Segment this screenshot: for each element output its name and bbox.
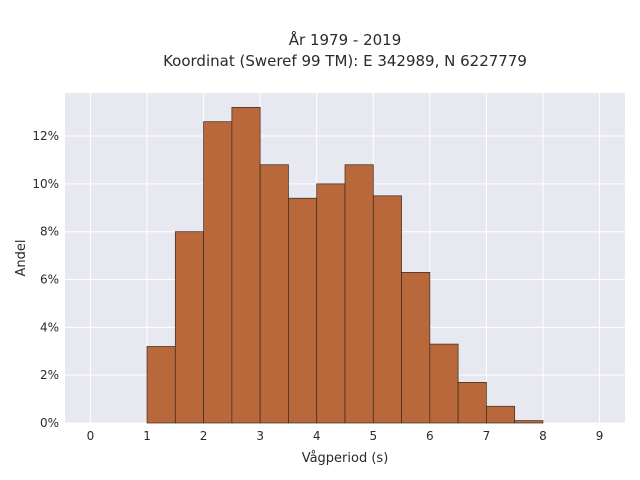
histogram-bar [316,183,346,424]
y-tick-label: 10% [32,177,59,191]
y-axis-ticks: 0% 2% 4% 6% 8% 10% 12% [32,129,59,430]
x-tick-label: 2 [200,429,208,443]
histogram-bar [457,381,487,424]
histogram-bar [429,343,459,424]
x-tick-label: 4 [313,429,321,443]
y-tick-label: 0% [40,416,59,430]
histogram-bar [259,164,289,424]
histogram-bar [401,271,431,424]
y-tick-label: 6% [40,273,59,287]
histogram-bar [203,121,233,424]
histogram-bar [344,164,374,424]
x-axis-ticks: 0 1 2 3 4 5 6 7 8 9 [87,429,604,443]
histogram-bar [146,346,176,424]
chart-title-line1: År 1979 - 2019 [289,30,402,49]
histogram-bar [372,195,402,424]
y-tick-label: 8% [40,225,59,239]
x-axis-title: Vågperiod (s) [302,451,389,466]
y-tick-label: 12% [32,129,59,143]
y-tick-label: 4% [40,320,59,334]
x-tick-label: 6 [426,429,434,443]
histogram-bar [486,405,516,424]
x-tick-label: 9 [596,429,604,443]
histogram-bar [231,106,261,424]
bars [146,106,544,424]
histogram-bar [514,420,544,424]
y-tick-label: 2% [40,368,59,382]
chart-title-line2: Koordinat (Sweref 99 TM): E 342989, N 62… [163,52,527,70]
histogram-bar [288,197,318,424]
x-tick-label: 5 [369,429,377,443]
x-tick-label: 7 [483,429,491,443]
x-tick-label: 1 [143,429,151,443]
x-tick-label: 8 [539,429,547,443]
y-axis-title: Andel [14,240,29,277]
x-tick-label: 0 [87,429,95,443]
x-tick-label: 3 [256,429,264,443]
histogram-bar [174,231,204,424]
